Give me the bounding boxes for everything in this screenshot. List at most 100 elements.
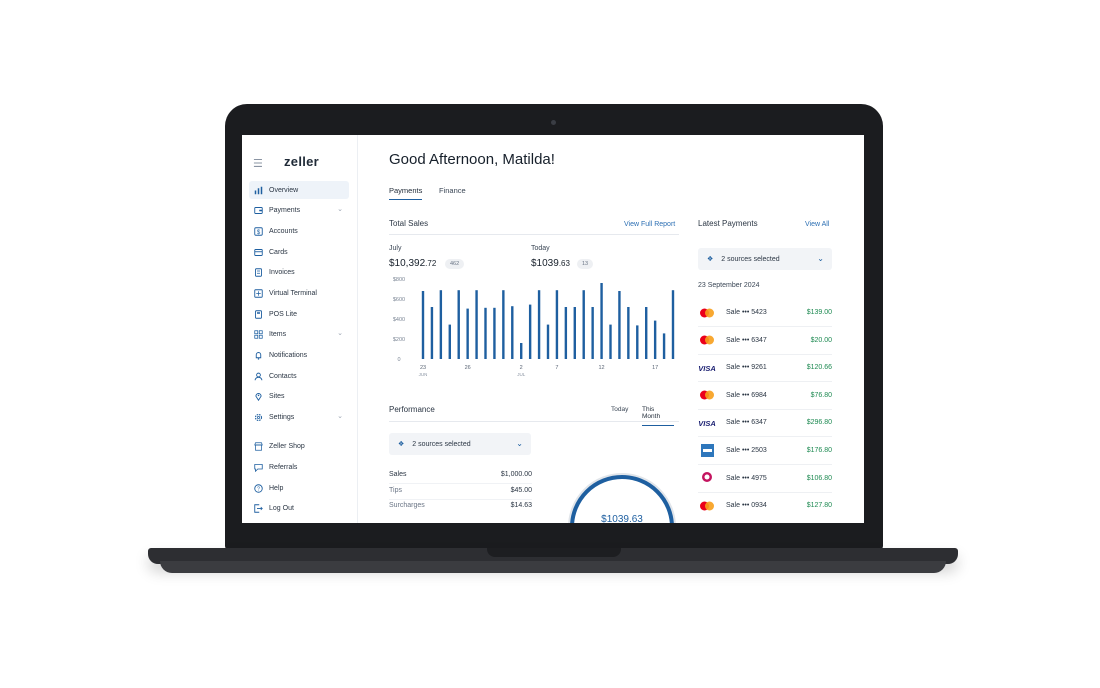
sidebar-item-payments[interactable]: Payments ⌄: [249, 201, 349, 219]
tab-this-month[interactable]: This Month: [642, 406, 674, 426]
chart-bar[interactable]: [600, 283, 603, 359]
dollar-box-icon: $: [253, 226, 263, 236]
card-icon: [253, 247, 263, 257]
chart-bar[interactable]: [627, 307, 630, 359]
sidebar-item-help[interactable]: ? Help: [249, 479, 349, 497]
chart-bar[interactable]: [484, 307, 487, 359]
pin-icon: [253, 391, 263, 401]
payment-row[interactable]: Sale ••• 2503 $176.80: [698, 437, 832, 464]
x-tick-label: 7: [555, 365, 558, 371]
chart-bar[interactable]: [439, 290, 443, 359]
gear-icon: [253, 412, 263, 422]
tab-finance[interactable]: Finance: [439, 186, 466, 195]
grid-icon: [253, 329, 263, 339]
svg-text:$: $: [256, 229, 260, 235]
view-all-link[interactable]: View All: [805, 221, 830, 228]
chart-bar[interactable]: [511, 306, 514, 359]
view-full-report-link[interactable]: View Full Report: [624, 221, 676, 228]
chart-bar[interactable]: [582, 290, 585, 359]
performance-title: Performance: [389, 405, 435, 414]
chart-bar[interactable]: [653, 320, 657, 359]
sidebar-item-sites[interactable]: Sites: [249, 387, 349, 405]
sidebar-item-label: Overview: [269, 186, 299, 194]
perf-label: Tips: [389, 487, 402, 494]
chart-bar[interactable]: [555, 290, 559, 359]
month-count-badge: 462: [445, 259, 465, 269]
invoice-icon: [253, 267, 263, 277]
donut-amount: $1039.63: [601, 514, 643, 523]
payment-row[interactable]: Sale ••• 6984 $76.80: [698, 382, 832, 409]
perf-row-sales: Sales $1,000.00: [389, 471, 532, 478]
chart-bar[interactable]: [645, 307, 648, 359]
webcam: [551, 120, 556, 125]
sidebar-item-label: Invoices: [269, 268, 295, 276]
sidebar-item-pos-lite[interactable]: POS Lite: [249, 305, 349, 323]
chart-bar[interactable]: [618, 291, 621, 359]
sidebar-item-label: Log Out: [269, 504, 294, 512]
month-label: July: [389, 245, 402, 252]
chart-bar[interactable]: [475, 290, 478, 359]
chart-bar[interactable]: [564, 307, 568, 359]
sidebar-item-invoices[interactable]: Invoices: [249, 263, 349, 281]
sidebar-item-contacts[interactable]: Contacts: [249, 367, 349, 385]
chart-bar[interactable]: [448, 324, 451, 359]
chart-bar[interactable]: [591, 307, 594, 359]
sidebar-item-referrals[interactable]: Referrals: [249, 458, 349, 476]
divider: [389, 421, 679, 422]
chart-bar[interactable]: [520, 343, 523, 359]
chart-bar[interactable]: [421, 291, 425, 359]
payment-row[interactable]: VISA Sale ••• 9261 $120.66: [698, 354, 832, 381]
chart-bar[interactable]: [546, 324, 550, 359]
mastercard-icon: [698, 389, 716, 401]
sidebar-item-virtual-terminal[interactable]: Virtual Terminal: [249, 284, 349, 302]
sidebar-item-label: Help: [269, 484, 284, 492]
sidebar-item-label: Payments: [269, 206, 301, 214]
sidebar-item-notifications[interactable]: Notifications: [249, 346, 349, 364]
payment-row[interactable]: Sale ••• 4975 $106.80: [698, 465, 832, 492]
sidebar-item-log-out[interactable]: Log Out: [249, 499, 349, 517]
payment-row[interactable]: VISA Sale ••• 6347 $296.80: [698, 409, 832, 436]
sidebar-item-settings[interactable]: Settings ⌄: [249, 408, 349, 426]
chart-bar[interactable]: [573, 307, 576, 359]
chart-bar[interactable]: [636, 325, 639, 359]
divider: [389, 234, 679, 235]
chart-bar[interactable]: [430, 307, 434, 359]
help-icon: ?: [253, 483, 263, 493]
chart-bar[interactable]: [502, 290, 505, 359]
payment-row[interactable]: Sale ••• 6347 $20.00: [698, 327, 832, 354]
total-sales-title: Total Sales: [389, 219, 429, 228]
sidebar-item-cards[interactable]: Cards: [249, 243, 349, 261]
chevron-down-icon[interactable]: ⌄: [337, 330, 343, 337]
source-icon: ❖: [707, 256, 714, 263]
y-tick-label: $400: [393, 317, 405, 323]
tab-today[interactable]: Today: [611, 406, 629, 413]
menu-icon[interactable]: ☰: [253, 158, 263, 170]
chevron-down-icon[interactable]: ⌄: [337, 206, 343, 213]
zeller-logo: zeller: [284, 154, 320, 169]
payment-row[interactable]: Sale ••• 5423 $139.00: [698, 299, 832, 326]
terminal-icon: [253, 288, 263, 298]
chart-bar[interactable]: [457, 290, 460, 359]
payments-sources-dropdown[interactable]: ❖ 2 sources selected ⌄: [698, 248, 832, 270]
chart-bar[interactable]: [662, 333, 666, 359]
payment-row[interactable]: Sale ••• 0934 $127.80: [698, 492, 832, 519]
laptop-notch: [487, 548, 621, 557]
sources-label: 2 sources selected: [412, 440, 471, 448]
chart-bar[interactable]: [671, 290, 675, 359]
latest-payments-title: Latest Payments: [698, 219, 758, 228]
chart-bar[interactable]: [493, 307, 496, 359]
chart-bar[interactable]: [528, 304, 532, 359]
tab-payments[interactable]: Payments: [389, 186, 423, 200]
sidebar-item-zeller-shop[interactable]: Zeller Shop: [249, 437, 349, 455]
chevron-down-icon[interactable]: ⌄: [337, 413, 343, 420]
chart-bar[interactable]: [466, 308, 469, 359]
sidebar-item-label: Cards: [269, 248, 288, 256]
performance-donut-chart: $1039.63: [568, 473, 676, 523]
sidebar-item-overview[interactable]: Overview: [249, 181, 349, 199]
sidebar-item-items[interactable]: Items ⌄: [249, 325, 349, 343]
chart-bar[interactable]: [537, 290, 541, 359]
performance-sources-dropdown[interactable]: ❖ 2 sources selected ⌄: [389, 433, 531, 455]
sidebar-item-accounts[interactable]: $ Accounts: [249, 222, 349, 240]
payment-description: Sale ••• 5423: [726, 309, 767, 316]
chart-bar[interactable]: [609, 324, 612, 359]
